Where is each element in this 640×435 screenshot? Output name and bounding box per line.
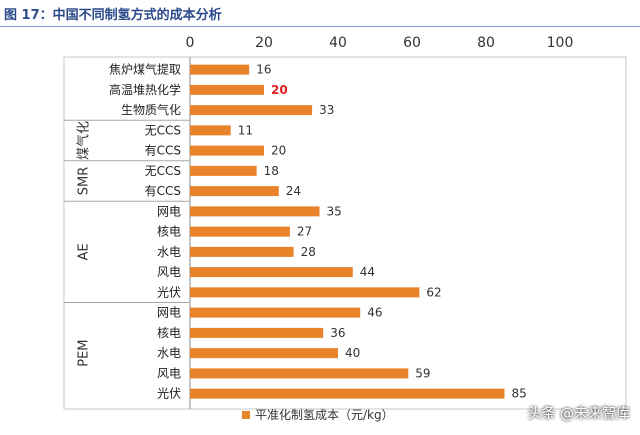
category-label: 无CCS [145, 123, 181, 137]
category-label: 风电 [157, 366, 181, 380]
x-tick-label: 100 [547, 35, 574, 51]
bar [190, 64, 250, 75]
value-label: 62 [426, 285, 441, 299]
category-label: 无CCS [145, 164, 181, 178]
group-label: 煤气化 [76, 121, 92, 160]
bar [190, 125, 231, 136]
category-label: 网电 [157, 306, 181, 320]
value-label: 40 [345, 346, 360, 360]
bar [190, 165, 257, 176]
legend-swatch [242, 411, 250, 419]
value-label: 33 [319, 103, 334, 117]
bar [190, 186, 279, 197]
category-label: 核电 [157, 225, 181, 239]
bar [190, 368, 409, 379]
value-label: 16 [256, 63, 271, 77]
bar [190, 246, 294, 257]
value-label: 44 [360, 265, 375, 279]
value-label: 35 [327, 204, 342, 218]
category-label: 水电 [157, 245, 181, 259]
category-label: 焦炉煤气提取 [109, 62, 181, 77]
watermark: 头条 @未来智库 [527, 406, 630, 422]
bar [190, 145, 264, 156]
group-label: AE [77, 243, 92, 260]
value-label: 36 [330, 326, 345, 340]
x-tick-label: 60 [403, 35, 421, 51]
legend-label: 平准化制氢成本（元/kg） [255, 407, 394, 422]
value-label: 46 [367, 306, 382, 320]
bar [190, 226, 290, 237]
bar [190, 84, 264, 95]
category-label: 水电 [157, 346, 181, 360]
value-label: 24 [286, 184, 301, 198]
value-label: 11 [238, 123, 253, 137]
value-label: 20 [271, 83, 288, 97]
category-label: 高温堆热化学 [109, 82, 181, 97]
x-tick-label: 0 [186, 35, 195, 51]
value-label: 27 [297, 225, 312, 239]
value-label: 18 [264, 164, 279, 178]
plot-frame [63, 56, 627, 410]
group-label: SMR [77, 167, 92, 196]
value-label: 59 [415, 366, 430, 380]
bar [190, 105, 313, 116]
x-tick-label: 20 [255, 35, 273, 51]
x-tick-label: 40 [329, 35, 347, 51]
value-label: 20 [271, 144, 286, 158]
category-label: 有CCS [145, 144, 181, 158]
bar [190, 388, 505, 399]
value-label: 85 [512, 387, 527, 401]
bar [190, 267, 353, 278]
category-label: 光伏 [157, 387, 181, 401]
figure-title: 图 17：中国不同制氢方式的成本分析 [4, 8, 222, 23]
category-label: 生物质气化 [121, 102, 181, 117]
value-label: 28 [301, 245, 316, 259]
group-label: PEM [77, 339, 92, 366]
category-label: 网电 [157, 204, 181, 218]
category-label: 有CCS [145, 184, 181, 198]
bar [190, 206, 320, 217]
bar [190, 287, 420, 298]
category-label: 核电 [157, 326, 181, 340]
bar [190, 327, 324, 338]
bar [190, 348, 338, 359]
category-label: 风电 [157, 265, 181, 279]
x-tick-label: 80 [477, 35, 495, 51]
bar [190, 307, 361, 318]
category-label: 光伏 [157, 285, 181, 299]
title-divider [0, 26, 640, 27]
